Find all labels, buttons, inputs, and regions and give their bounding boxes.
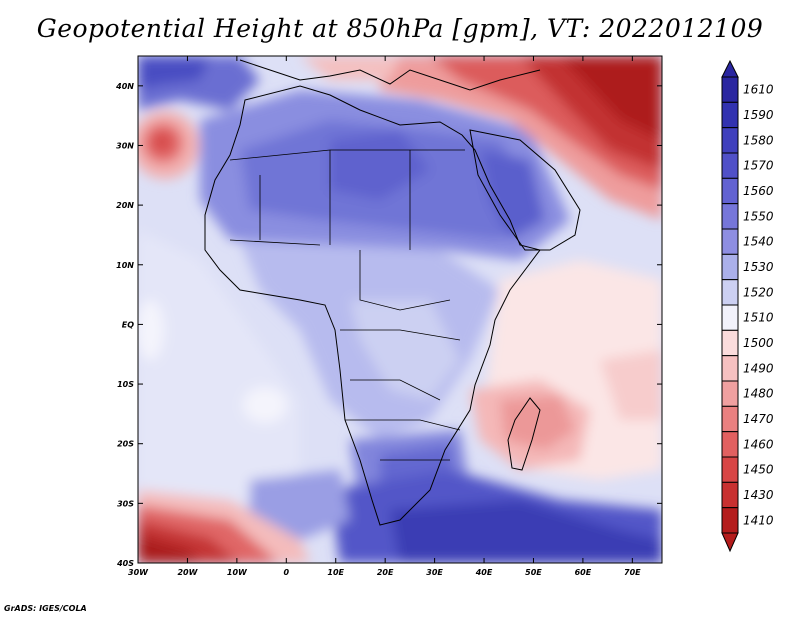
- lon-label: 70E: [624, 568, 641, 577]
- colorbar-label: 1470: [743, 412, 774, 426]
- lat-label: 20N: [116, 201, 134, 210]
- colorbar-label: 1410: [743, 513, 774, 527]
- colorbar-cell: [721, 101, 739, 129]
- colorbar-cell: [721, 456, 739, 483]
- colorbar-cell: [721, 481, 739, 509]
- colorbar-cell: [721, 279, 739, 306]
- colorbar: 1610 1590 1580 1570 1560 1550 1540 1530 1520 1510…: [721, 59, 774, 553]
- lon-label: 10E: [327, 568, 344, 577]
- lon-label: 50E: [525, 568, 542, 577]
- colorbar-cell: [721, 405, 739, 433]
- colorbar-label: 1590: [743, 108, 774, 122]
- lat-label: 40N: [115, 82, 134, 91]
- lat-label: 30S: [117, 499, 134, 508]
- coastline-europe: [239, 59, 541, 91]
- lat-label: EQ: [122, 320, 134, 329]
- lon-label: 30W: [128, 568, 149, 577]
- lat-label: 10S: [117, 380, 134, 389]
- lon-label: 10W: [227, 568, 248, 577]
- colorbar-label: 1530: [743, 260, 774, 274]
- colorbar-label: 1610: [743, 83, 774, 97]
- colorbar-label: 1520: [743, 285, 774, 299]
- lat-label: 30N: [116, 141, 134, 150]
- colorbar-cell: [721, 152, 739, 179]
- lon-label: 0: [284, 568, 290, 577]
- lon-label: 20E: [377, 568, 394, 577]
- lon-label: 60E: [575, 568, 592, 577]
- colorbar-cap-bottom: [721, 532, 739, 553]
- colorbar-cell: [721, 507, 739, 534]
- colorbar-cell: [721, 127, 739, 154]
- colorbar-label: 1570: [743, 159, 774, 173]
- colorbar-label: 1430: [743, 488, 774, 502]
- colorbar-label: 1560: [743, 184, 774, 198]
- colorbar-cell: [721, 355, 739, 382]
- lon-label: 40E: [475, 568, 493, 577]
- height-field: [138, 56, 662, 563]
- colorbar-cell: [721, 380, 739, 407]
- colorbar-cell: [721, 228, 739, 255]
- coastline-madagascar: [507, 397, 541, 471]
- colorbar-cell: [721, 177, 739, 205]
- coastline-africa: [204, 85, 541, 526]
- colorbar-cell: [721, 329, 739, 357]
- lon-label: 30E: [426, 568, 443, 577]
- colorbar-cell: [721, 76, 739, 103]
- colorbar-label: 1510: [743, 311, 774, 325]
- colorbar-label: 1550: [743, 209, 774, 223]
- coastline-arabia: [469, 129, 581, 251]
- colorbar-cap-top: [721, 59, 739, 78]
- footer-credit: GrADS: IGES/COLA: [4, 604, 87, 613]
- colorbar-label: 1450: [743, 463, 774, 477]
- country-borders: [229, 149, 465, 461]
- lon-label: 20W: [177, 568, 198, 577]
- map-title: Geopotential Height at 850hPa [gpm], VT:…: [36, 14, 764, 43]
- colorbar-label: 1460: [743, 437, 774, 451]
- colorbar-cell: [721, 253, 739, 281]
- colorbar-cell: [721, 304, 739, 331]
- map-frame: [137, 55, 663, 564]
- lat-label: 40S: [116, 559, 134, 568]
- colorbar-cell: [721, 431, 739, 458]
- colorbar-label: 1500: [743, 336, 774, 350]
- colorbar-label: 1480: [743, 387, 774, 401]
- colorbar-label: 1580: [743, 133, 774, 147]
- colorbar-label: 1490: [743, 361, 774, 375]
- colorbar-cell: [721, 203, 739, 230]
- lat-label: 10N: [116, 261, 134, 270]
- lat-label: 20S: [117, 440, 134, 449]
- colorbar-label: 1540: [743, 235, 774, 249]
